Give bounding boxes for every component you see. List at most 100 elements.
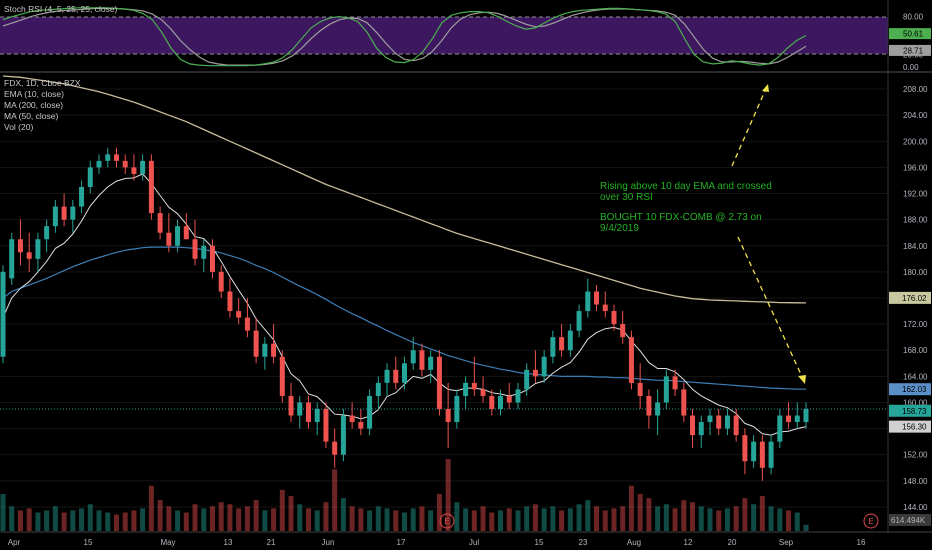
volume-bar — [794, 512, 800, 531]
candle — [489, 389, 495, 416]
candle — [768, 435, 774, 475]
candle — [244, 298, 250, 338]
candle-body — [786, 415, 792, 423]
candle-body — [681, 389, 687, 416]
candle — [323, 402, 329, 449]
volume-bar — [0, 493, 6, 531]
earnings-letter: E — [868, 517, 873, 526]
candle — [559, 324, 565, 357]
candle — [402, 356, 407, 390]
candle — [332, 428, 338, 468]
candle — [44, 219, 50, 253]
candle — [209, 239, 215, 279]
candle-body — [244, 317, 250, 331]
volume-bar — [410, 508, 416, 531]
volume-bar — [61, 512, 67, 531]
volume-bar — [279, 489, 285, 531]
candle — [567, 324, 573, 357]
volume-bar — [436, 493, 442, 531]
price-tick: 168.00 — [903, 346, 928, 355]
earnings-letter: E — [444, 517, 449, 526]
rsi-badge: 28.71 — [889, 44, 931, 56]
earnings-circle — [863, 513, 879, 529]
candle-body — [166, 232, 172, 246]
candle-body — [541, 356, 547, 377]
price-tick: 152.00 — [903, 451, 928, 460]
candle-body — [122, 160, 128, 168]
candle — [340, 409, 346, 462]
candle — [733, 409, 739, 442]
rsi-badge-bg — [889, 28, 931, 40]
volume-bar — [323, 502, 329, 531]
volume-badge-bg — [889, 514, 931, 526]
candle-body — [236, 311, 242, 318]
candle-body — [305, 402, 311, 423]
candle — [253, 317, 259, 364]
candle-body — [803, 409, 809, 423]
price-tick: 200.00 — [903, 137, 928, 146]
candle-body — [454, 395, 460, 423]
candle — [122, 154, 128, 174]
price-tick: 196.00 — [903, 163, 928, 172]
candle-body — [707, 415, 713, 423]
volume-bar — [733, 506, 739, 531]
candle — [463, 376, 469, 409]
candle-body — [262, 343, 268, 357]
rsi-badge-label: 28.71 — [903, 46, 924, 55]
candle-body — [375, 382, 381, 396]
candle-body — [323, 409, 329, 442]
volume-bar — [550, 506, 556, 531]
candle — [541, 350, 547, 383]
candle — [61, 193, 67, 227]
candle-body — [140, 160, 146, 174]
date-label: May — [160, 538, 175, 547]
stoch-rsi-k-line — [2, 7, 807, 67]
volume-bar — [663, 504, 669, 531]
volume-bar — [489, 512, 495, 531]
candle-body — [253, 330, 259, 357]
volume-bar — [122, 512, 128, 531]
candle — [506, 382, 512, 409]
candle-body — [480, 389, 486, 396]
volume-bar — [428, 510, 434, 531]
candle — [724, 409, 730, 436]
volume-bar — [402, 512, 407, 531]
legend-entry: EMA (10, close) — [4, 89, 64, 99]
candle — [786, 402, 792, 429]
candle — [262, 337, 268, 370]
price-tick: 180.00 — [903, 268, 928, 277]
candle — [271, 324, 277, 364]
candle — [157, 206, 163, 240]
annotation-line2: over 30 RSI — [600, 192, 653, 203]
price-badge-bg — [889, 420, 931, 433]
candle-body — [602, 304, 608, 312]
earnings-marker[interactable]: E — [863, 513, 879, 529]
candle-body — [445, 409, 451, 423]
candle-body — [70, 206, 76, 220]
candle — [0, 265, 6, 364]
candle — [35, 232, 41, 272]
candle — [681, 382, 687, 423]
candle-body — [594, 291, 600, 305]
candle — [87, 160, 93, 194]
volume-bar — [332, 469, 338, 531]
candle — [428, 350, 434, 383]
volume-bar — [724, 508, 730, 531]
volume-bar — [384, 508, 390, 531]
candle — [367, 389, 373, 436]
volume-bar — [515, 510, 521, 531]
arrow-down-head — [798, 375, 806, 384]
earnings-marker[interactable]: E — [439, 513, 455, 529]
volume-bar — [35, 512, 41, 531]
price-badge: 176.02 — [889, 291, 931, 304]
price-tick: 172.00 — [903, 320, 928, 329]
earnings-circle — [439, 513, 455, 529]
volume-bar — [567, 508, 573, 531]
candle-body — [698, 422, 704, 436]
candle — [436, 350, 442, 416]
volume-bar — [594, 506, 600, 531]
price-badge-bg — [889, 383, 931, 396]
candle-body — [637, 382, 643, 396]
candle — [192, 219, 198, 266]
